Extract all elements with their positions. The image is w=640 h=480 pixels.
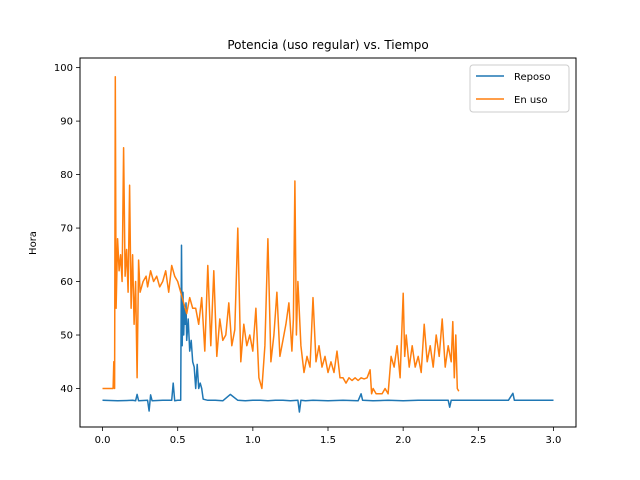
x-axis-ticks: 0.0 0.5 1.0 1.5 2.0 2.5 3.0 <box>95 427 562 446</box>
plot-frame <box>79 57 577 428</box>
series-line-en-uso <box>102 75 460 395</box>
y-tick-label: 90 <box>60 117 73 128</box>
x-tick-label: 2.0 <box>395 435 411 446</box>
y-tick-label: 60 <box>60 277 73 288</box>
x-tick-label: 1.5 <box>320 435 336 446</box>
y-tick-label: 80 <box>60 170 73 181</box>
y-tick-label: 40 <box>60 384 73 395</box>
y-tick-label: 70 <box>60 224 73 235</box>
plot-lines <box>102 75 554 413</box>
y-axis-ticks: 40 50 60 70 80 90 100 <box>54 63 80 395</box>
chart-title: Potencia (uso regular) vs. Tiempo <box>227 38 428 52</box>
x-tick-label: 2.5 <box>470 435 486 446</box>
x-tick-label: 1.0 <box>245 435 261 446</box>
y-tick-label: 100 <box>54 63 73 74</box>
x-tick-label: 3.0 <box>546 435 562 446</box>
series-line-reposo <box>102 244 554 413</box>
y-tick-label: 50 <box>60 331 73 342</box>
legend-label-en-uso: En uso <box>514 95 548 106</box>
legend: Reposo En uso <box>469 64 570 113</box>
x-tick-label: 0.5 <box>170 435 186 446</box>
legend-label-reposo: Reposo <box>514 72 550 83</box>
x-tick-label: 0.0 <box>95 435 111 446</box>
y-axis-label: Hora <box>28 231 39 255</box>
